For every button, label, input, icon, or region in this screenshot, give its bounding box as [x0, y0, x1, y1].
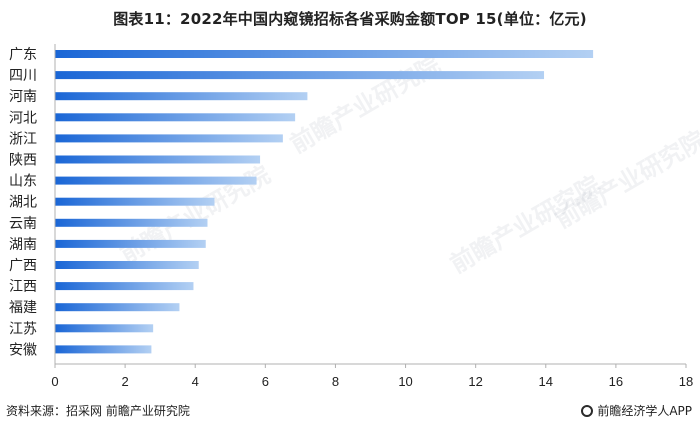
- x-tick-label: 16: [609, 374, 623, 389]
- bar: [55, 176, 257, 185]
- category-label: 四川: [9, 68, 37, 84]
- x-tick-label: 8: [332, 374, 339, 389]
- x-tick-label: 10: [398, 374, 412, 389]
- category-label: 浙江: [9, 131, 37, 147]
- bar: [55, 113, 296, 122]
- bar: [55, 282, 194, 291]
- brand: 前瞻经济学人APP: [581, 402, 692, 419]
- category-label: 广西: [9, 258, 37, 274]
- bar: [55, 324, 154, 333]
- x-tick-label: 2: [121, 374, 128, 389]
- bar: [55, 218, 208, 227]
- bar: [55, 50, 594, 58]
- category-label: 安徽: [9, 342, 37, 358]
- category-label: 福建: [9, 300, 37, 316]
- bar: [55, 155, 261, 164]
- brand-logo-icon: [581, 404, 594, 417]
- bar: [55, 239, 206, 248]
- category-label: 湖南: [9, 237, 37, 253]
- x-tick-label: 6: [262, 374, 269, 389]
- category-label: 湖北: [9, 195, 37, 211]
- category-label: 山东: [9, 174, 37, 190]
- x-tick-label: 14: [539, 374, 553, 389]
- bar: [55, 261, 199, 269]
- chart-title: 图表11：2022年中国内窥镜招标各省采购金额TOP 15(单位：亿元): [113, 10, 587, 28]
- bar: [55, 134, 283, 143]
- bar: [55, 345, 152, 354]
- bar: [55, 197, 215, 206]
- x-tick-label: 12: [468, 374, 482, 389]
- source-note: 资料来源：招采网 前瞻产业研究院: [6, 404, 190, 418]
- bar: [55, 92, 308, 101]
- x-tick-label: 18: [679, 374, 693, 389]
- category-label: 广东: [9, 47, 37, 63]
- category-label: 河南: [9, 89, 37, 105]
- bar: [55, 303, 180, 312]
- category-label: 陕西: [9, 153, 37, 169]
- bar: [55, 71, 545, 80]
- category-label: 江苏: [9, 321, 37, 337]
- x-tick-label: 4: [192, 374, 199, 389]
- category-label: 云南: [9, 216, 37, 232]
- category-label: 江西: [9, 279, 37, 295]
- brand-label: 前瞻经济学人APP: [597, 404, 692, 418]
- x-tick-label: 0: [51, 374, 58, 389]
- category-label: 河北: [9, 110, 37, 126]
